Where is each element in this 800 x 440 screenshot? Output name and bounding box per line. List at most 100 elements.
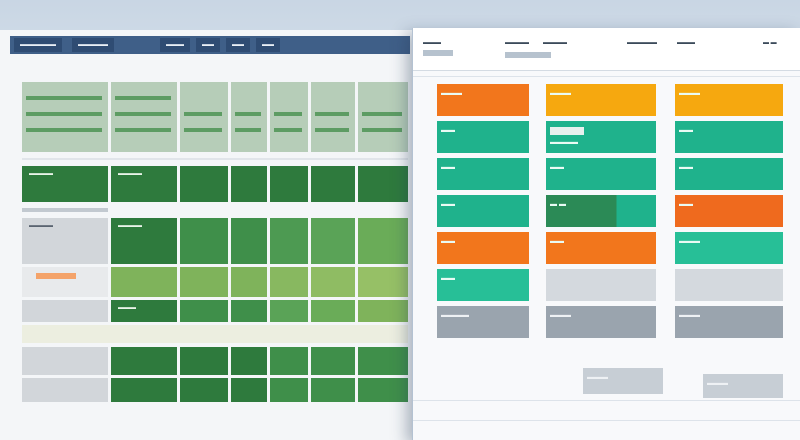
header-cell — [111, 82, 177, 152]
toolbar-tab-1[interactable]: ▬▬▬▬▬▬ — [14, 38, 62, 52]
grid-cell[interactable] — [270, 300, 308, 322]
row-label-cell[interactable]: ▬▬▬▬ — [22, 218, 108, 264]
event-label: ▬▬▬ — [679, 238, 700, 245]
grid-cell[interactable] — [231, 300, 267, 322]
event-card[interactable]: ▬▬ — [675, 158, 783, 190]
event-card[interactable]: ▬▬ — [437, 232, 529, 264]
event-card[interactable]: ▬▬ — [675, 121, 783, 153]
grid-cell[interactable] — [311, 218, 355, 264]
grid-cell[interactable]: ▬▬▬▬ — [111, 218, 177, 264]
grid-cell[interactable] — [180, 300, 228, 322]
event-label: ▬▬ — [550, 164, 564, 171]
event-card[interactable]: ▬▬▬ — [546, 306, 656, 338]
grid-cell[interactable] — [358, 218, 408, 264]
event-label: ▬▬ — [441, 164, 455, 171]
footer-label: ▬▬▬ — [707, 380, 728, 387]
grid-cell[interactable] — [111, 267, 177, 297]
header-label-middle-b[interactable]: ▬▬▬▬ — [543, 40, 567, 46]
grid-cell[interactable] — [358, 166, 408, 202]
grid-cell[interactable]: ▬▬▬ — [111, 300, 177, 322]
footer-separator — [413, 400, 800, 401]
footer-cell[interactable]: ▬▬▬ — [703, 374, 783, 398]
header-label-right-a[interactable]: ▬▬▬▬▬ — [627, 40, 657, 46]
grid-cell[interactable] — [111, 347, 177, 375]
event-card[interactable]: ▬▬▬ — [675, 306, 783, 338]
grid-cell[interactable] — [231, 347, 267, 375]
event-label: ▬▬▬▬ — [441, 312, 469, 319]
grid-cell[interactable] — [270, 218, 308, 264]
row-label-cell[interactable] — [22, 300, 108, 322]
grid-cell[interactable] — [358, 378, 408, 402]
event-card[interactable]: ▬▬▬ — [437, 84, 529, 116]
row-label-cell[interactable] — [22, 347, 108, 375]
grid-divider — [22, 158, 408, 160]
event-label: ▬▬ — [679, 127, 693, 134]
grid-spacer-row — [22, 325, 408, 343]
event-card[interactable]: ▬▬ — [437, 158, 529, 190]
event-card[interactable]: ▬▬ — [675, 195, 783, 227]
footer-cell[interactable]: ▬▬▬ — [583, 368, 663, 394]
grid-cell[interactable] — [311, 300, 355, 322]
toolbar-tab-4[interactable]: ▬▬ — [196, 38, 220, 52]
grid-cell[interactable] — [358, 347, 408, 375]
grid-cell[interactable] — [311, 166, 355, 202]
event-card[interactable]: ▬▬▬▬ — [546, 121, 656, 153]
toolbar-tab-3[interactable]: ▬▬▬ — [160, 38, 190, 52]
grid-cell[interactable] — [311, 347, 355, 375]
header-label-left[interactable]: ▬▬▬ — [423, 40, 441, 46]
event-card[interactable]: ▬▬ — [437, 121, 529, 153]
grid-cell[interactable] — [180, 218, 228, 264]
event-card[interactable]: ▬▬ — [437, 195, 529, 227]
event-card[interactable]: ▬▬ — [546, 158, 656, 190]
toolbar-tab-5[interactable]: ▬▬ — [226, 38, 250, 52]
row-label: ▬▬▬▬ — [29, 223, 53, 229]
grid-cell[interactable] — [270, 378, 308, 402]
grid-cell[interactable] — [358, 267, 408, 297]
grid-cell[interactable]: ▬▬▬▬ — [111, 166, 177, 202]
grid-cell[interactable] — [180, 378, 228, 402]
event-card[interactable]: ▬▬▬▬ — [437, 306, 529, 338]
grid-cell[interactable] — [111, 378, 177, 402]
event-card[interactable] — [675, 269, 783, 301]
event-card[interactable]: ▬▬▬ — [675, 84, 783, 116]
grid-cell[interactable] — [180, 347, 228, 375]
front-calendar-window: ▬▬▬ ▬▬▬▬ ▬▬▬▬ ▬▬▬▬▬ ▬▬▬ ▬ ▬ ▬▬▬ ▬▬ ▬▬ ▬▬… — [412, 28, 800, 440]
event-label: ▬▬▬ — [550, 312, 571, 319]
toolbar-tab-6[interactable]: ▬▬ — [256, 38, 280, 52]
grid-divider — [22, 208, 108, 212]
table-row — [22, 347, 408, 375]
header-label-far-right[interactable]: ▬ ▬ — [763, 40, 777, 46]
grid-cell[interactable] — [270, 166, 308, 202]
grid-cell[interactable] — [311, 378, 355, 402]
grid-cell[interactable] — [311, 267, 355, 297]
event-label: ▬▬ — [441, 127, 455, 134]
row-label: ▬▬▬▬ — [29, 171, 53, 177]
toolbar-tab-2[interactable]: ▬▬▬▬▬ — [72, 38, 114, 52]
grid-cell[interactable] — [231, 378, 267, 402]
header-label-middle-a[interactable]: ▬▬▬▬ — [505, 40, 529, 46]
grid-cell[interactable] — [270, 267, 308, 297]
row-label — [26, 271, 32, 279]
row-label-cell[interactable] — [22, 267, 108, 297]
grid-cell[interactable] — [180, 267, 228, 297]
event-label: ▬ ▬ — [550, 201, 566, 208]
row-label-cell[interactable] — [22, 378, 108, 402]
header-label-right-b[interactable]: ▬▬▬ — [677, 40, 695, 46]
grid-cell[interactable] — [231, 218, 267, 264]
row-label-cell[interactable]: ▬▬▬▬ — [22, 166, 108, 202]
grid-cell[interactable] — [358, 300, 408, 322]
event-card[interactable]: ▬▬ — [437, 269, 529, 301]
event-card[interactable] — [546, 269, 656, 301]
grid-cell[interactable] — [231, 267, 267, 297]
header-separator — [413, 76, 800, 77]
grid-cell[interactable] — [270, 347, 308, 375]
calendar-column-3: ▬▬▬ ▬▬ ▬▬ ▬▬ ▬▬▬ ▬▬▬ — [675, 84, 783, 343]
grid-cell[interactable] — [180, 166, 228, 202]
event-card[interactable]: ▬ ▬ — [546, 195, 656, 227]
calendar-column-2: ▬▬▬ ▬▬▬▬ ▬▬ ▬ ▬ ▬▬ ▬▬▬ — [546, 84, 656, 343]
event-card[interactable]: ▬▬▬ — [546, 84, 656, 116]
event-label: ▬▬ — [679, 201, 693, 208]
grid-cell[interactable] — [231, 166, 267, 202]
event-card[interactable]: ▬▬ — [546, 232, 656, 264]
event-card[interactable]: ▬▬▬ — [675, 232, 783, 264]
